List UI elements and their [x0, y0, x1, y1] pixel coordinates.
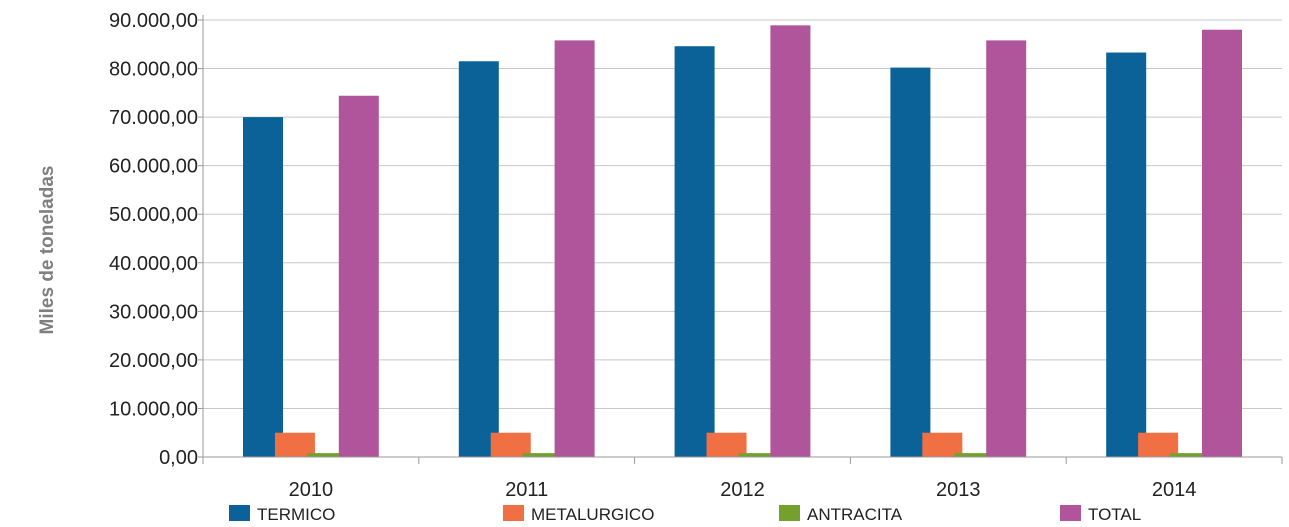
y-tick-label: 30.000,00: [109, 301, 198, 323]
y-tick-label: 70.000,00: [109, 107, 198, 129]
y-tick-label: 0,00: [159, 447, 198, 469]
bar-antracita-2014: [1170, 453, 1211, 457]
bar-metalurgico-2012: [706, 432, 747, 457]
x-tick-label: 2013: [936, 479, 981, 501]
bar-antracita-2010: [306, 453, 347, 457]
bar-antracita-2013: [954, 453, 995, 457]
bar-termico-2010: [243, 117, 283, 457]
bar-metalurgico-2013: [922, 432, 963, 457]
legend-label-termico: TERMICO: [257, 505, 335, 522]
bar-antracita-2012: [738, 453, 779, 457]
bar-total-2011: [554, 40, 595, 457]
legend-swatch-antracita: [779, 505, 800, 521]
bar-total-2010: [338, 95, 379, 457]
y-tick-label: 60.000,00: [109, 156, 198, 178]
y-axis-label: Miles de toneladas: [37, 166, 58, 335]
x-tick-label: 2012: [720, 479, 765, 501]
bar-total-2012: [770, 25, 811, 457]
gridlines: [203, 19, 1282, 409]
bar-metalurgico-2011: [490, 432, 531, 457]
bar-termico-2014: [1106, 52, 1147, 457]
legend-swatch-termico: [229, 505, 250, 521]
y-tick-label: 50.000,00: [109, 204, 198, 226]
legend-label-total: TOTAL: [1088, 505, 1141, 522]
bar-total-2014: [1202, 29, 1242, 457]
bars: [243, 25, 1242, 458]
y-tick-label: 10.000,00: [109, 398, 198, 420]
bar-metalurgico-2010: [274, 432, 315, 457]
y-tick-label: 80.000,00: [109, 59, 198, 81]
legend-swatch-total: [1060, 505, 1081, 521]
bar-termico-2012: [674, 46, 715, 457]
bar-termico-2011: [458, 61, 499, 458]
x-tick-label: 2010: [289, 479, 334, 501]
axes: 0,00 10.000,00 20.000,00 30.000,00 40.000,00…: [109, 10, 1283, 501]
legend-swatch-metalurgico: [503, 505, 524, 521]
y-tick-label: 40.000,00: [109, 253, 198, 275]
bar-metalurgico-2014: [1138, 432, 1179, 457]
y-tick-label: 90.000,00: [109, 10, 198, 32]
legend: TERMICO METALURGICO ANTRACITA TOTAL: [229, 505, 1141, 524]
bar-antracita-2011: [522, 453, 563, 457]
x-tick-label: 2014: [1152, 479, 1197, 501]
bar-termico-2013: [890, 67, 931, 457]
x-tick-label: 2011: [505, 479, 548, 501]
bar-total-2013: [986, 40, 1027, 457]
y-tick-label: 20.000,00: [109, 350, 198, 372]
legend-label-metalurgico: METALURGICO: [531, 505, 654, 522]
legend-label-antracita: ANTRACITA: [807, 505, 903, 522]
